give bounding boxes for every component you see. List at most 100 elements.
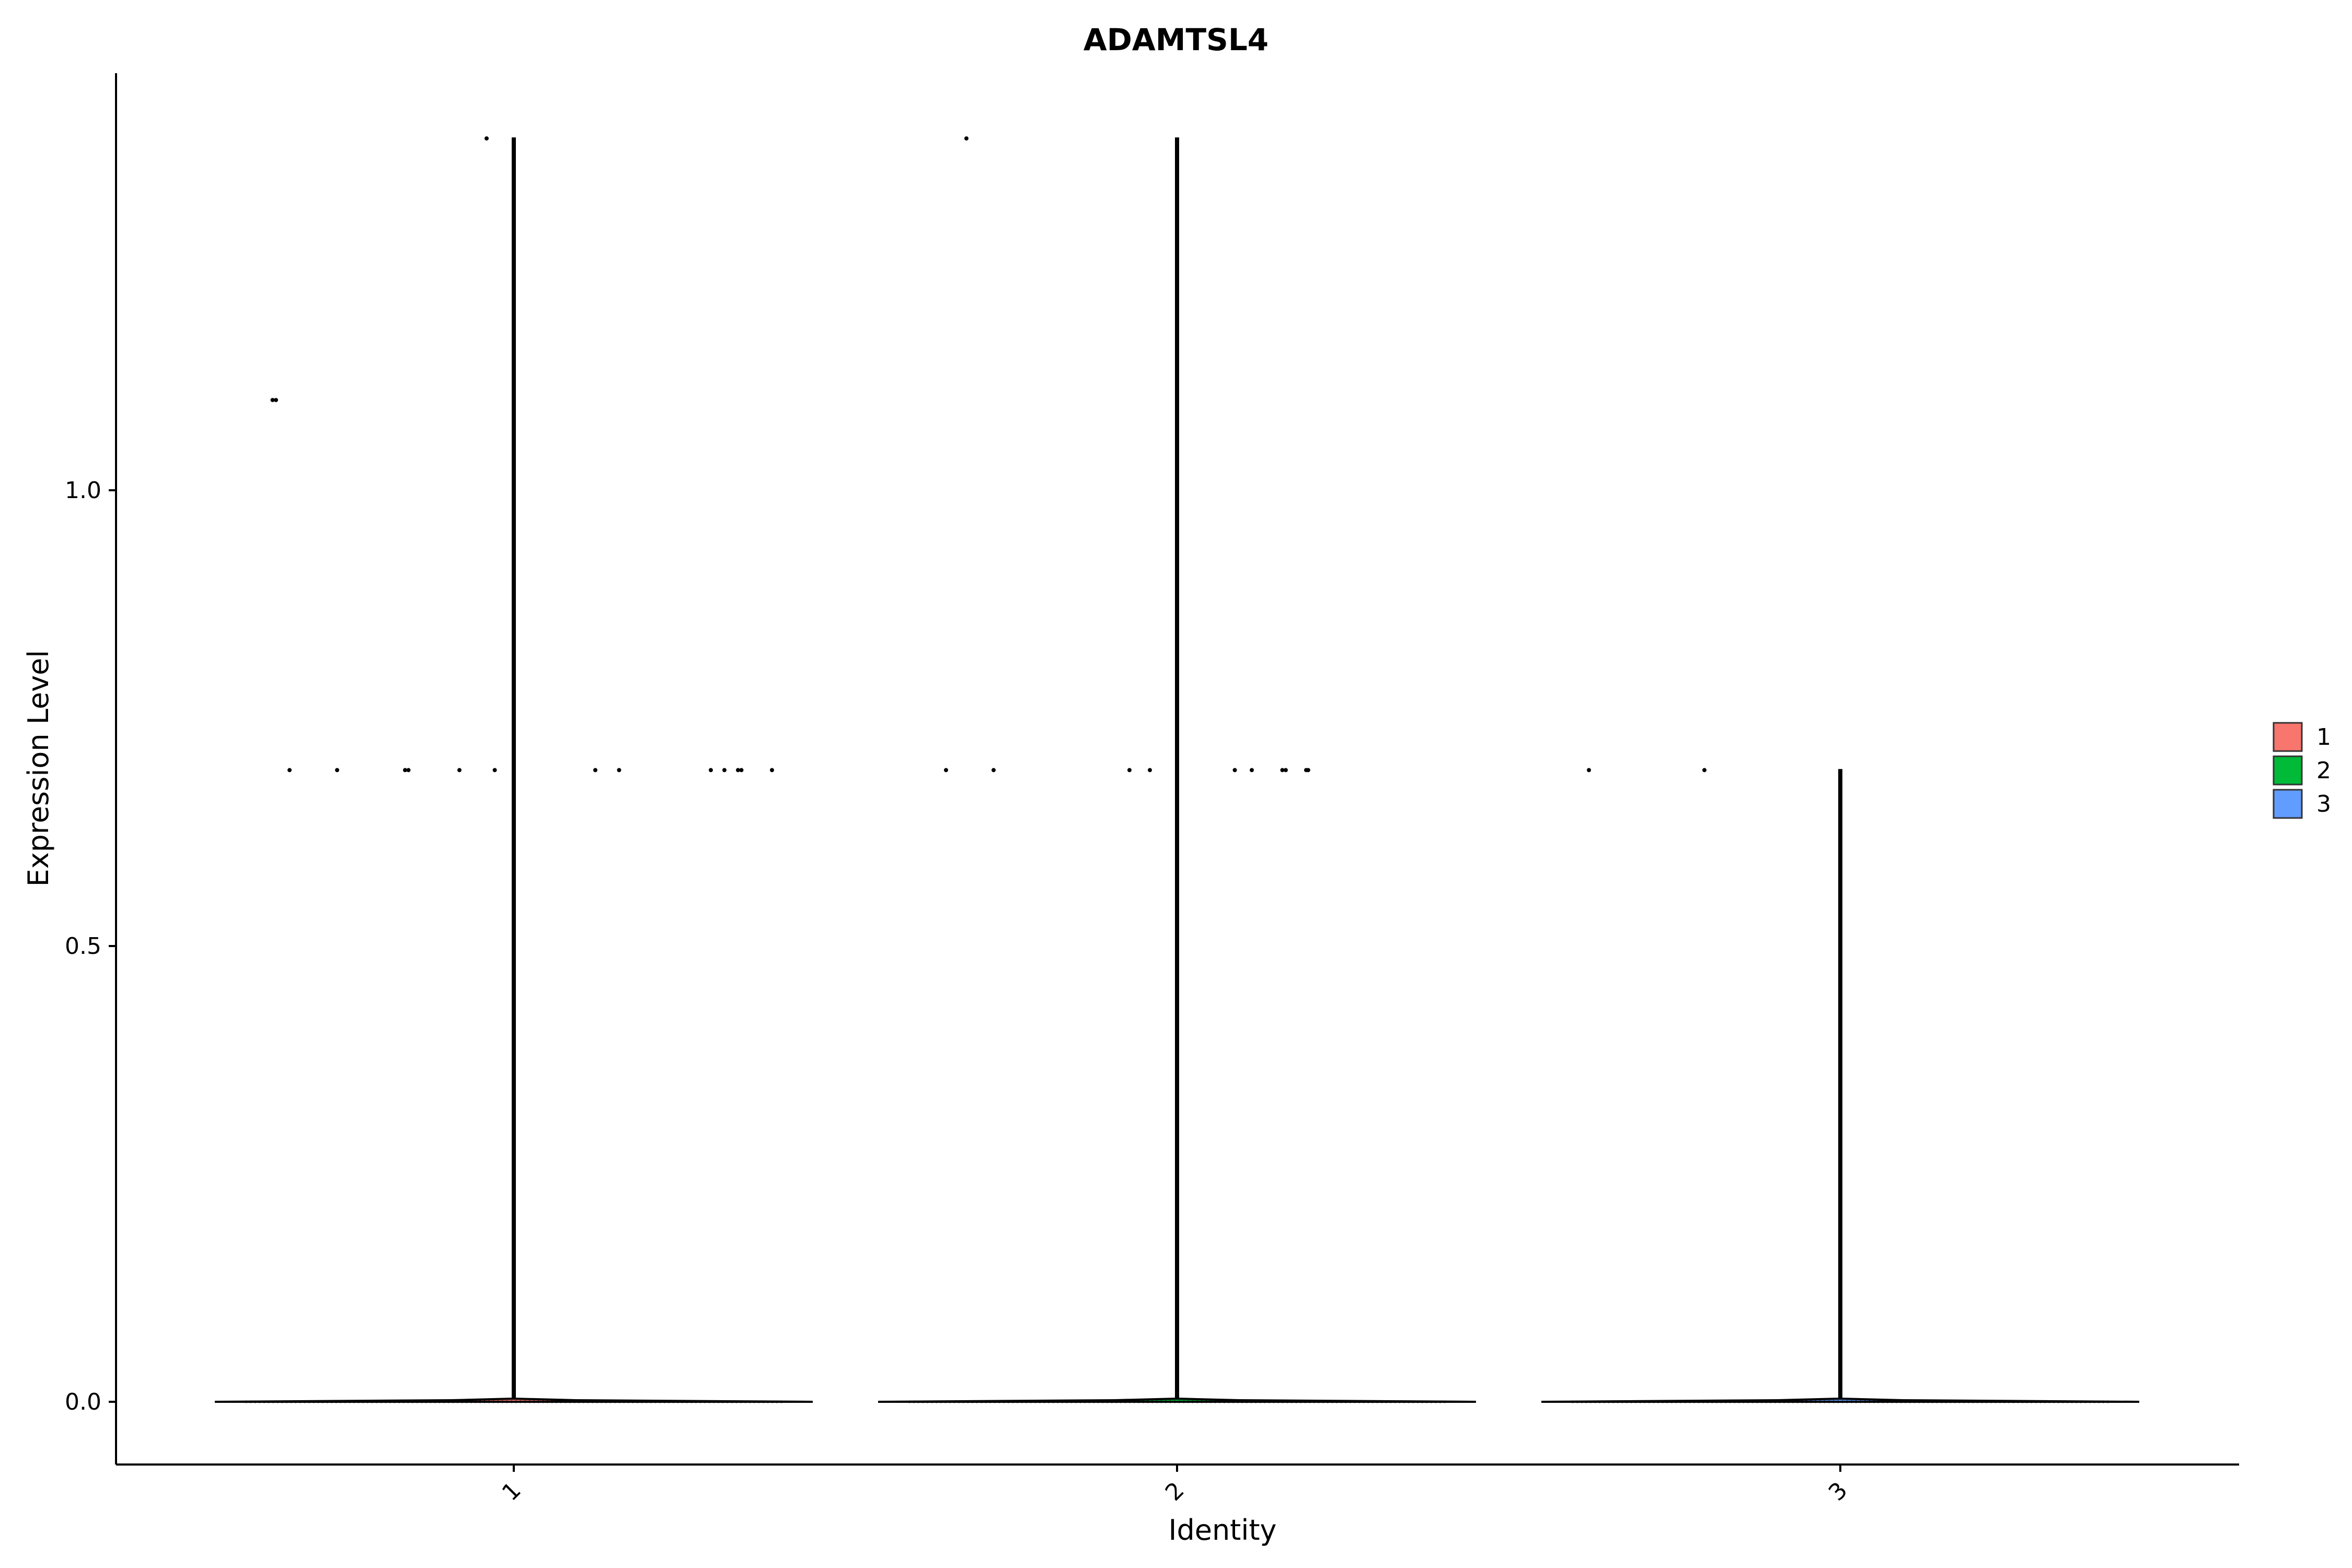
data-point — [939, 1400, 942, 1403]
y-tick-label: 1.0 — [65, 477, 101, 504]
data-point — [1088, 1400, 1091, 1403]
data-point — [298, 1400, 302, 1403]
data-point — [690, 1400, 693, 1403]
data-point — [1656, 1400, 1659, 1403]
data-point — [1178, 1400, 1181, 1403]
data-point — [1602, 1400, 1606, 1403]
data-point — [1576, 1400, 1579, 1403]
data-point — [1670, 1400, 1673, 1403]
data-point — [926, 1400, 929, 1403]
data-point — [317, 1400, 320, 1403]
data-point — [2057, 1400, 2060, 1403]
data-point — [1407, 1400, 1410, 1403]
data-point — [1308, 1400, 1311, 1403]
data-point — [274, 398, 278, 402]
data-point — [1187, 1400, 1190, 1403]
data-point — [1737, 1400, 1740, 1403]
data-point — [1697, 1400, 1700, 1403]
data-point — [980, 1400, 983, 1403]
data-point — [343, 1400, 347, 1403]
data-point — [1792, 1400, 1795, 1403]
data-point — [1128, 1400, 1132, 1403]
data-point — [645, 1400, 648, 1403]
data-point — [406, 768, 411, 773]
data-point — [403, 768, 407, 773]
data-point — [407, 1400, 410, 1403]
data-point — [1034, 1400, 1037, 1403]
data-point — [1918, 1400, 1921, 1403]
chart-title: ADAMTSL4 — [1083, 22, 1269, 57]
data-point — [1025, 1400, 1028, 1403]
data-point — [258, 1400, 261, 1403]
data-point — [1039, 1400, 1042, 1403]
data-point — [744, 1400, 747, 1403]
data-point — [1317, 1400, 1320, 1403]
data-point — [1169, 1400, 1172, 1403]
data-point — [1801, 1400, 1804, 1403]
data-point — [964, 136, 969, 141]
data-point — [1133, 1400, 1136, 1403]
data-point — [1724, 1400, 1727, 1403]
data-point — [1241, 1400, 1244, 1403]
data-point — [1787, 1400, 1790, 1403]
data-point — [285, 1400, 288, 1403]
data-point — [393, 1400, 396, 1403]
data-point — [958, 1400, 961, 1403]
data-point — [1148, 768, 1152, 773]
data-point — [1953, 1400, 1956, 1403]
data-point — [2025, 1400, 2028, 1403]
data-point — [649, 1400, 652, 1403]
data-point — [1284, 768, 1288, 773]
data-point — [717, 1400, 720, 1403]
data-point — [1115, 1400, 1118, 1403]
data-point — [948, 1400, 951, 1403]
violin-group-2 — [878, 136, 1477, 1403]
data-point — [1209, 1400, 1213, 1403]
data-point — [609, 1400, 612, 1403]
data-point — [262, 1400, 266, 1403]
data-point — [1280, 768, 1285, 773]
data-point — [966, 1400, 970, 1403]
data-point — [1607, 1400, 1610, 1403]
data-point — [321, 1400, 324, 1403]
data-point — [1814, 1400, 1817, 1403]
data-point — [1827, 1400, 1830, 1403]
data-point — [631, 1400, 635, 1403]
data-point — [294, 1400, 297, 1403]
data-point — [1846, 1400, 1849, 1403]
data-point — [1863, 1400, 1866, 1403]
data-point — [1196, 1400, 1199, 1403]
data-point — [1367, 1400, 1370, 1403]
data-point — [1854, 1400, 1858, 1403]
data-point — [1205, 1400, 1208, 1403]
data-point — [1097, 1400, 1100, 1403]
data-point — [1949, 1400, 1952, 1403]
data-point — [402, 1400, 405, 1403]
data-point — [1580, 1400, 1583, 1403]
data-point — [1002, 1400, 1006, 1403]
data-point — [384, 1400, 387, 1403]
data-point — [1434, 1400, 1437, 1403]
data-point — [991, 768, 996, 773]
data-point — [1173, 1400, 1177, 1403]
data-point — [1751, 1400, 1754, 1403]
data-point — [1940, 1400, 1943, 1403]
data-point — [1164, 1400, 1167, 1403]
data-point — [1587, 768, 1591, 773]
data-point — [1773, 1400, 1777, 1403]
violin-3 — [1541, 769, 2140, 1403]
data-point — [366, 1400, 369, 1403]
y-tick-label: 0.5 — [65, 933, 101, 960]
data-point — [1200, 1400, 1203, 1403]
data-point — [573, 1400, 576, 1403]
data-point — [913, 1400, 916, 1403]
data-point — [1702, 768, 1707, 773]
data-point — [1385, 1400, 1388, 1403]
data-point — [993, 1400, 996, 1403]
data-point — [1232, 1400, 1235, 1403]
data-point — [1989, 1400, 1992, 1403]
data-point — [1106, 1400, 1109, 1403]
data-point — [984, 1400, 987, 1403]
data-point — [326, 1400, 329, 1403]
data-point — [1299, 1400, 1302, 1403]
